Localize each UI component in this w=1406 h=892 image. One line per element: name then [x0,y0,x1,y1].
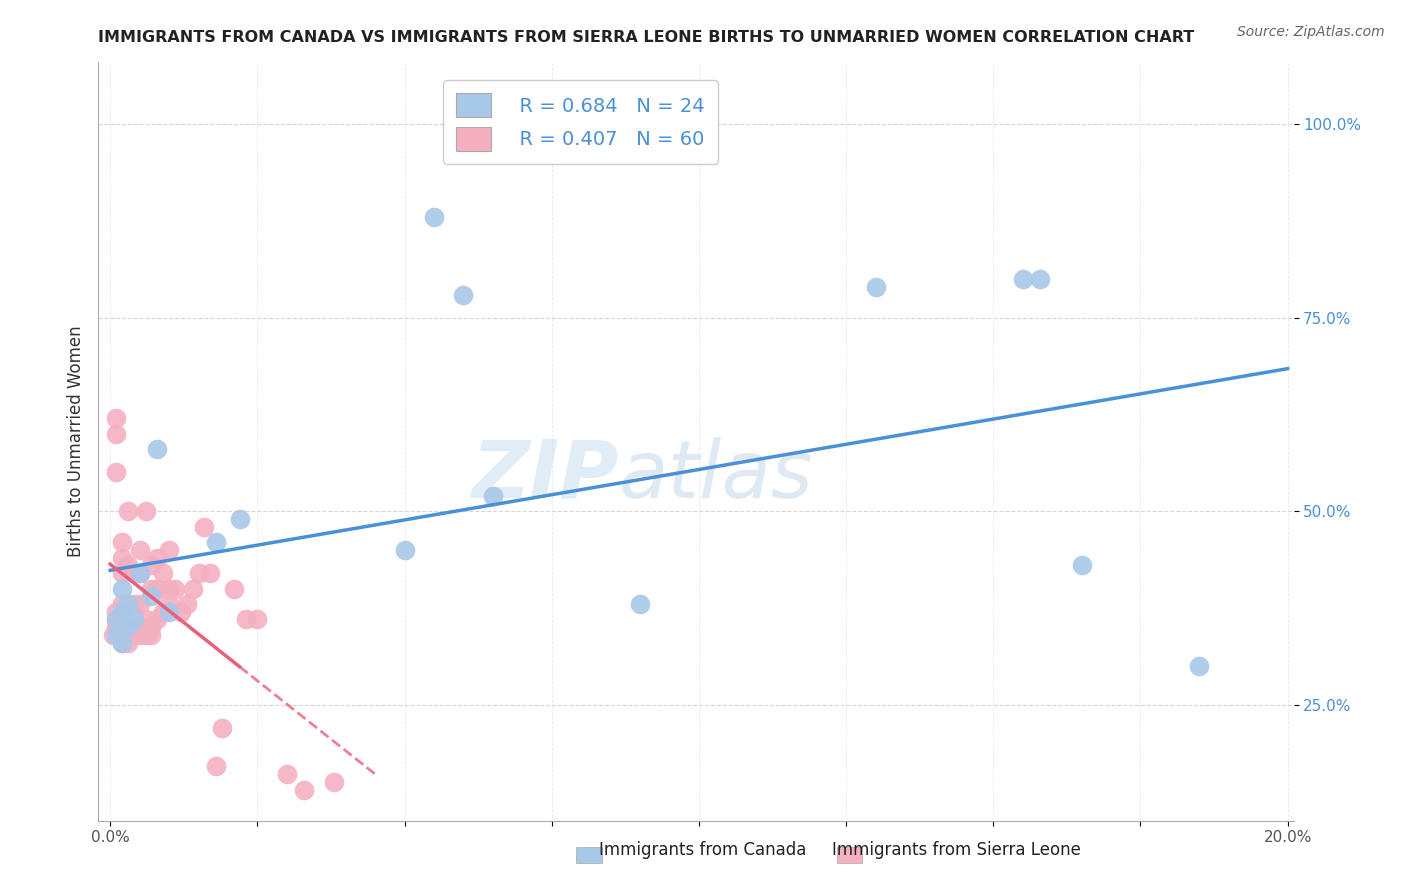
Point [105,426,128,441]
Legend:   R = 0.684   N = 24,   R = 0.407   N = 60: R = 0.684 N = 24, R = 0.407 N = 60 [443,79,718,164]
Text: Source: ZipAtlas.com: Source: ZipAtlas.com [1237,25,1385,39]
Point [117,620,139,634]
Point [111,612,134,626]
Point [235,612,257,626]
Point [141,558,163,573]
Point [117,612,139,626]
Point [105,612,128,626]
Text: atlas: atlas [619,437,813,515]
Point [117,597,139,611]
Text: Immigrants from Sierra Leone: Immigrants from Sierra Leone [831,840,1081,858]
Point [122,620,145,634]
Point [141,620,163,634]
Point [101,628,124,642]
Point [228,512,250,526]
Point [105,612,128,626]
Point [111,636,134,650]
Point [152,566,174,580]
Point [111,620,134,634]
Point [111,597,134,611]
Point [128,542,150,557]
Point [122,628,145,642]
Point [128,566,150,580]
Point [294,782,316,797]
Point [205,759,228,773]
Point [163,582,186,596]
Point [146,442,169,457]
Point [1070,558,1092,573]
Point [111,605,134,619]
Point [181,582,204,596]
Point [211,721,233,735]
Point [128,620,150,634]
Point [157,597,180,611]
Point [122,612,145,626]
Point [105,620,128,634]
Point [146,612,169,626]
Point [117,597,139,611]
Point [111,550,134,565]
Point [628,597,651,611]
Point [394,542,416,557]
Y-axis label: Births to Unmarried Women: Births to Unmarried Women [66,326,84,558]
Point [187,566,209,580]
Point [146,582,169,596]
Point [117,620,139,634]
Point [134,612,156,626]
Point [128,628,150,642]
Point [1188,659,1211,673]
Point [134,628,156,642]
Point [111,535,134,549]
Point [117,636,139,650]
Point [157,582,180,596]
Point [105,411,128,425]
Point [117,558,139,573]
Point [105,605,128,619]
Point [111,636,134,650]
Point [482,489,505,503]
Point [176,597,198,611]
Point [1029,272,1052,286]
Point [205,535,228,549]
Point [105,628,128,642]
Point [122,597,145,611]
Point [141,582,163,596]
Point [146,550,169,565]
Point [152,605,174,619]
Point [453,287,475,301]
Point [276,767,298,781]
Point [134,504,156,518]
Point [423,210,446,224]
Point [105,466,128,480]
Point [111,605,134,619]
Point [111,582,134,596]
Point [193,519,215,533]
Point [117,504,139,518]
Point [200,566,222,580]
Point [122,566,145,580]
Point [170,605,193,619]
Point [141,589,163,603]
Text: ZIP: ZIP [471,437,619,515]
Point [246,612,269,626]
Point [1011,272,1033,286]
Point [222,582,245,596]
Point [128,566,150,580]
Point [111,566,134,580]
Point [157,605,180,619]
Point [128,597,150,611]
Text: Immigrants from Canada: Immigrants from Canada [599,840,807,858]
Point [157,542,180,557]
Point [865,280,887,294]
Text: IMMIGRANTS FROM CANADA VS IMMIGRANTS FROM SIERRA LEONE BIRTHS TO UNMARRIED WOMEN: IMMIGRANTS FROM CANADA VS IMMIGRANTS FRO… [98,29,1195,45]
Point [141,628,163,642]
Point [322,775,344,789]
